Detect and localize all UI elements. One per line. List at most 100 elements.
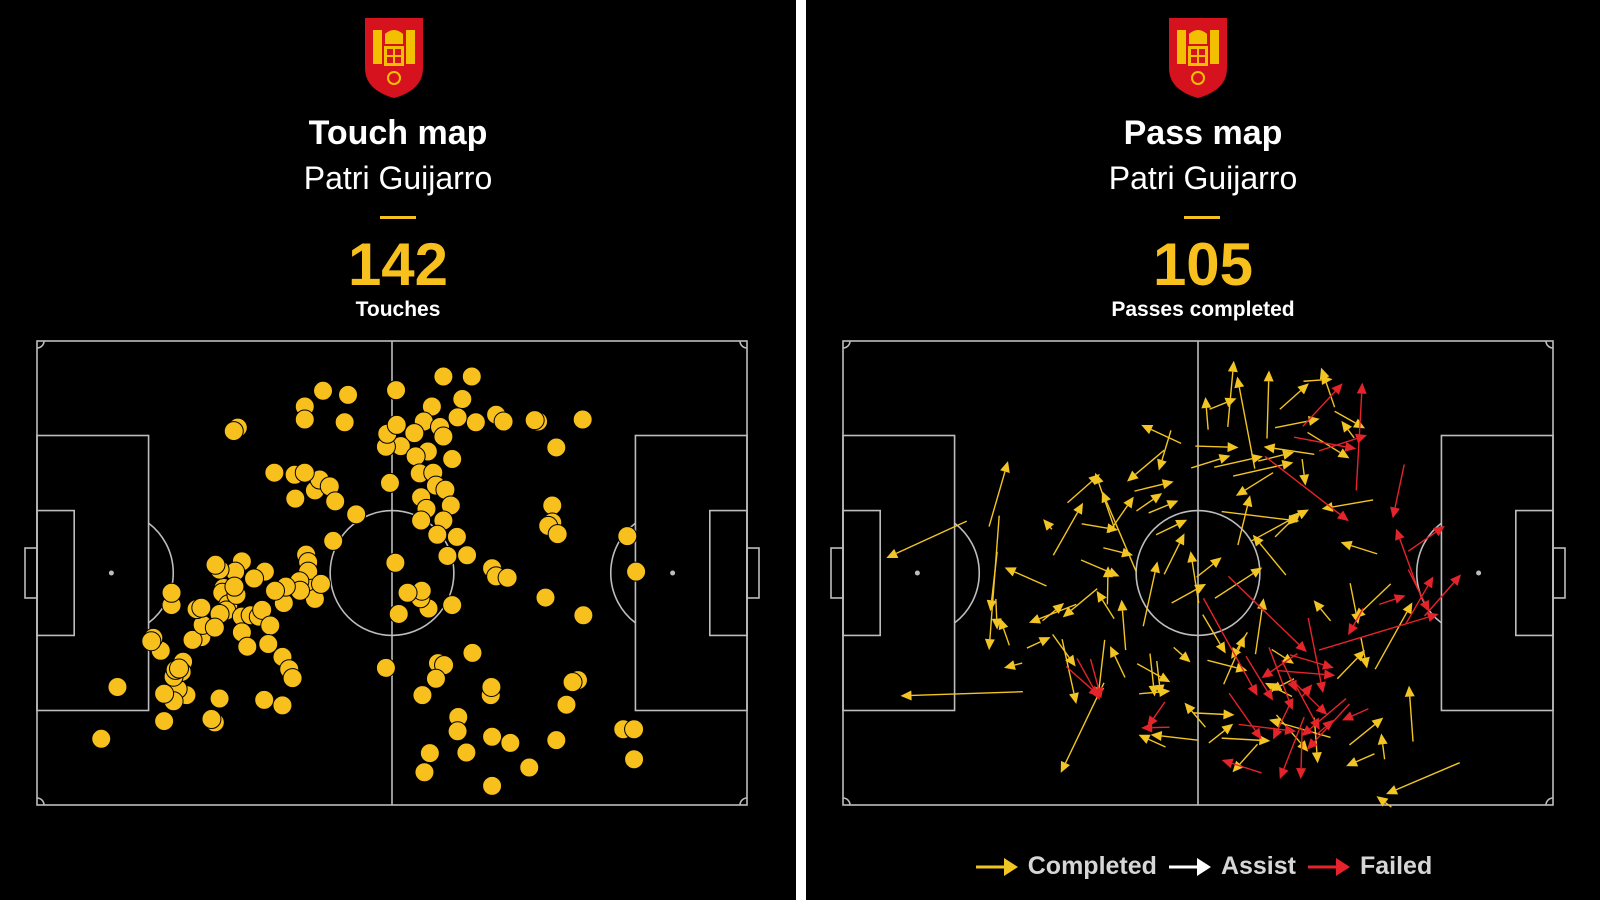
pass-line: [1195, 445, 1228, 448]
pass-arrowhead: [1321, 502, 1334, 512]
pass-arrowhead: [1065, 654, 1076, 667]
pass-arrowhead: [1247, 683, 1258, 696]
touch-point: [141, 631, 162, 652]
pass-arrowhead: [1270, 681, 1283, 692]
pass-line: [1302, 390, 1336, 427]
pass-arrow-completed: [1103, 547, 1134, 558]
touch-point: [388, 603, 409, 624]
pass-line: [1136, 663, 1162, 678]
pass-line: [1196, 563, 1214, 578]
pass-arrow-completed: [1081, 523, 1119, 534]
touch-point: [154, 711, 175, 732]
pass-line: [1271, 648, 1286, 659]
pass-arrow-completed: [1258, 450, 1295, 462]
pass-arrowhead: [1284, 725, 1297, 735]
pass-arrowhead: [1161, 479, 1174, 490]
pass-line: [1315, 726, 1327, 736]
pass-line: [1244, 472, 1274, 491]
touch-point: [482, 775, 503, 796]
pass-line: [1049, 526, 1053, 530]
pass-arrow-failed: [1293, 681, 1320, 730]
pass-line: [1254, 609, 1263, 655]
pass-line: [1156, 660, 1161, 685]
pass-arrowhead: [1306, 738, 1319, 750]
six-yard-box-right: [709, 509, 748, 637]
pass-line: [1277, 705, 1290, 730]
pass-arrow-completed: [1003, 660, 1023, 670]
six-yard-box-left: [36, 509, 75, 637]
touch-point: [379, 472, 400, 493]
pass-line: [1423, 582, 1455, 617]
touch-point: [338, 384, 359, 405]
touch-point: [562, 672, 583, 693]
pass-line: [1080, 559, 1110, 573]
pass-arrowhead: [1242, 495, 1253, 508]
pass-line: [1161, 430, 1172, 461]
pass-arrowhead: [1287, 514, 1300, 525]
pass-line: [1300, 728, 1303, 769]
pass-arrow-completed: [1376, 796, 1392, 808]
pass-arrowhead: [1038, 637, 1051, 647]
pass-arrowhead: [1179, 651, 1191, 663]
pass-line: [1258, 454, 1284, 462]
pass-arrowhead: [1150, 561, 1160, 574]
pass-arrow-failed: [1273, 705, 1290, 740]
pass-arrowhead: [1321, 659, 1334, 670]
touch-point: [482, 726, 503, 747]
pass-arrowhead: [1319, 367, 1330, 380]
pass-arrow-failed: [1301, 698, 1347, 737]
pass-line: [1399, 538, 1419, 589]
pass-arrowhead: [1062, 606, 1075, 618]
pass-arrow-completed: [1202, 614, 1226, 654]
pass-arrow-completed: [1214, 453, 1263, 468]
touch-point: [209, 688, 230, 709]
pass-arrow-failed: [1238, 723, 1297, 735]
touch-point: [433, 366, 454, 387]
pass-arrow-failed: [1221, 758, 1262, 774]
corner-arc: [36, 340, 45, 349]
touch-point: [272, 695, 293, 716]
pass-line: [1350, 544, 1378, 555]
touch-map-panel: Touch map Patri Guijarro 142 Touches: [0, 0, 796, 900]
assist-arrow-icon: [1168, 857, 1211, 876]
pass-arrowhead: [1232, 760, 1244, 773]
pass-arrow-completed: [1221, 735, 1271, 746]
pass-arrowhead: [1402, 602, 1413, 615]
pass-arrowhead: [1107, 567, 1120, 577]
touch-point: [258, 633, 279, 654]
chart-title: Touch map: [308, 114, 488, 152]
pass-arrow-completed: [1214, 567, 1263, 599]
pass-line: [1114, 655, 1126, 678]
pass-arrow-completed: [1319, 367, 1336, 408]
pass-arrow-completed: [991, 598, 1002, 630]
pass-line: [1334, 410, 1356, 424]
pass-line: [1245, 655, 1268, 692]
pass-arrow-failed: [1261, 652, 1298, 679]
pass-arrow-failed: [1296, 728, 1307, 780]
pass-line: [1014, 662, 1023, 666]
pass-arrowhead: [886, 548, 899, 558]
pass-arrow-completed: [1101, 491, 1138, 573]
pass-arrow-failed: [1307, 617, 1326, 694]
pass-arrow-failed: [1318, 433, 1368, 452]
pass-line: [1274, 447, 1315, 455]
pass-arrowhead: [1235, 635, 1245, 648]
pass-arrow-failed: [1245, 655, 1274, 701]
pass-arrow-completed: [1360, 637, 1370, 669]
pass-arrowhead: [1353, 650, 1366, 662]
pass-line: [1098, 639, 1106, 688]
pass-line: [1163, 542, 1181, 575]
title-divider: [380, 216, 416, 219]
pass-arrowhead: [1123, 496, 1134, 509]
pass-arrow-failed: [1423, 574, 1462, 617]
pass-line: [1323, 377, 1336, 408]
pass-arrowhead: [1093, 686, 1104, 699]
touch-point: [425, 668, 446, 689]
touch-point: [535, 587, 556, 608]
pass-arrow-completed: [1184, 702, 1206, 728]
pass-line: [1052, 634, 1070, 658]
pass-line: [1171, 588, 1197, 604]
touch-point: [465, 412, 486, 433]
pass-line: [989, 515, 1000, 640]
touch-point: [442, 595, 463, 616]
